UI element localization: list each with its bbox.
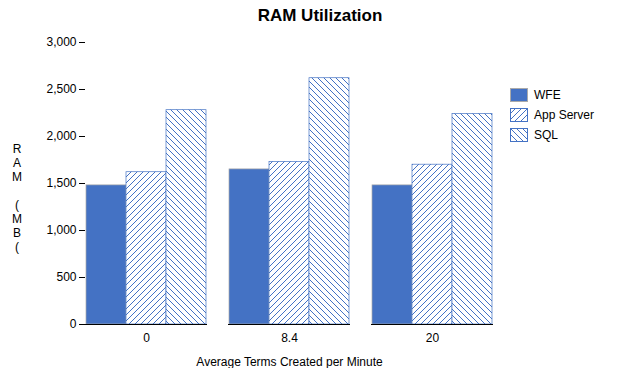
- html-text:M: M: [12, 170, 22, 184]
- svg-text:Average Terms Created per Minu: Average Terms Created per Minute: [196, 355, 383, 369]
- html-text:A: A: [13, 156, 21, 170]
- svg-text:8.4: 8.4: [281, 331, 298, 345]
- html-text:M: M: [12, 212, 22, 226]
- svg-text:20: 20: [426, 331, 440, 345]
- svg-text:2,000: 2,000: [46, 129, 76, 143]
- html-text:SQL: SQL: [534, 128, 558, 142]
- svg-text:1,500: 1,500: [46, 176, 76, 190]
- svg-text:2,500: 2,500: [46, 82, 76, 96]
- html-text:B: B: [13, 226, 21, 240]
- html-text:R: R: [12, 142, 22, 156]
- html-text:WFE: WFE: [534, 88, 561, 102]
- svg-text:0: 0: [143, 331, 150, 345]
- svg-text:3,000: 3,000: [46, 35, 76, 49]
- html-text:App Server: App Server: [534, 108, 594, 122]
- svg-text:0: 0: [70, 317, 77, 331]
- html-text:RAM Utilization: RAM Utilization: [257, 6, 383, 25]
- svg-text:1,000: 1,000: [46, 223, 76, 237]
- svg-text:500: 500: [56, 270, 76, 284]
